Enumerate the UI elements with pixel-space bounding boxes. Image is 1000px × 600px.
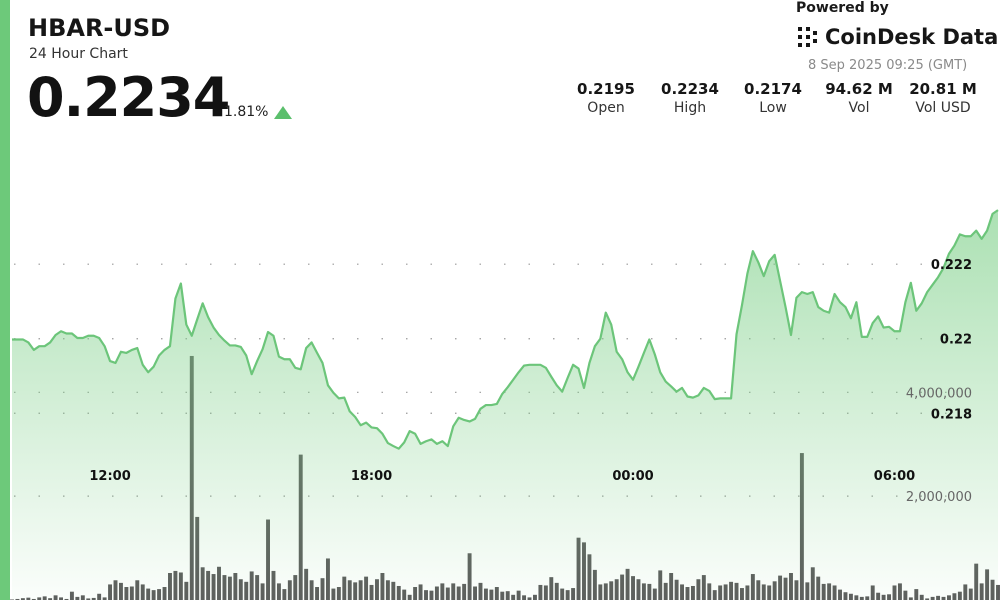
time-tick-label: 12:00 (89, 469, 130, 484)
stat-value: 94.62 M (825, 80, 893, 98)
timestamp: 8 Sep 2025 09:25 (GMT) (808, 58, 968, 73)
price-tick-label: 0.22 (940, 333, 972, 348)
time-tick-label: 18:00 (351, 469, 392, 484)
time-tick-label: 06:00 (874, 469, 915, 484)
stat-volume: 94.62 M Vol (814, 80, 904, 116)
powered-by-label: Powered by (796, 0, 889, 16)
stat-label: Vol USD (915, 100, 971, 116)
brand-name: CoinDesk Data (825, 25, 999, 49)
price-line (12, 209, 999, 450)
stat-label: Vol (848, 100, 870, 116)
stat-high: 0.2234 High (645, 80, 735, 116)
price-area (12, 210, 998, 600)
stat-value: 20.81 M (909, 80, 977, 98)
x-tick-labels: 12:00 18:00 00:00 06:00 (89, 469, 915, 484)
coindesk-logo-icon (798, 27, 817, 47)
time-tick-label: 00:00 (612, 469, 653, 484)
price-tick-label: 0.218 (931, 407, 972, 422)
stat-value: 0.2174 (744, 80, 802, 98)
triangle-up-icon (274, 106, 292, 119)
price-tick-label: 0.222 (931, 258, 972, 273)
volume-tick-label: 4,000,000 (906, 386, 972, 401)
y-tick-labels: 0.222 0.22 0.218 4,000,000 2,000,000 (906, 258, 972, 505)
current-price: 0.2234 (27, 66, 230, 129)
stat-label: Open (587, 100, 625, 116)
stat-label: High (673, 100, 707, 116)
stat-value: 0.2195 (577, 80, 635, 98)
volume-tick-label: 2,000,000 (906, 490, 972, 505)
stat-open: 0.2195 Open (561, 80, 651, 116)
chart-subtitle: 24 Hour Chart (29, 46, 128, 62)
coindesk-brand[interactable]: CoinDesk Data (797, 25, 998, 49)
stat-volume-usd: 20.81 M Vol USD (898, 80, 988, 116)
stat-low: 0.2174 Low (728, 80, 818, 116)
stat-value: 0.2234 (661, 80, 719, 98)
stat-label: Low (759, 100, 787, 116)
price-change-percent: 1.81% (224, 104, 269, 120)
accent-bar (0, 0, 10, 600)
pair-title: HBAR-USD (28, 14, 171, 42)
